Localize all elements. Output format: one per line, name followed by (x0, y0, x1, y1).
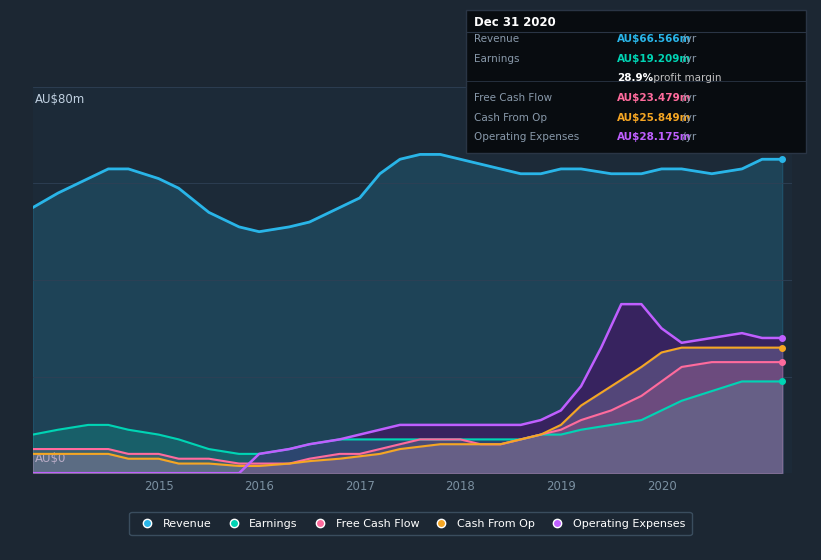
Text: Dec 31 2020: Dec 31 2020 (474, 16, 556, 29)
Text: 28.9%: 28.9% (617, 73, 654, 83)
Text: Free Cash Flow: Free Cash Flow (474, 93, 552, 103)
Text: /yr: /yr (679, 34, 696, 44)
Text: Earnings: Earnings (474, 54, 519, 64)
Text: AU$66.566m: AU$66.566m (617, 34, 692, 44)
Text: profit margin: profit margin (650, 73, 722, 83)
Text: AU$80m: AU$80m (35, 92, 85, 106)
Text: AU$25.849m: AU$25.849m (617, 113, 692, 123)
Text: /yr: /yr (679, 132, 696, 142)
Text: Revenue: Revenue (474, 34, 519, 44)
Legend: Revenue, Earnings, Free Cash Flow, Cash From Op, Operating Expenses: Revenue, Earnings, Free Cash Flow, Cash … (130, 512, 691, 535)
Text: /yr: /yr (679, 93, 696, 103)
Text: /yr: /yr (679, 113, 696, 123)
Text: AU$0: AU$0 (35, 452, 67, 465)
Text: AU$23.479m: AU$23.479m (617, 93, 692, 103)
Text: AU$28.175m: AU$28.175m (617, 132, 692, 142)
Text: /yr: /yr (679, 54, 696, 64)
Text: Cash From Op: Cash From Op (474, 113, 547, 123)
Text: AU$19.209m: AU$19.209m (617, 54, 691, 64)
Text: Operating Expenses: Operating Expenses (474, 132, 579, 142)
